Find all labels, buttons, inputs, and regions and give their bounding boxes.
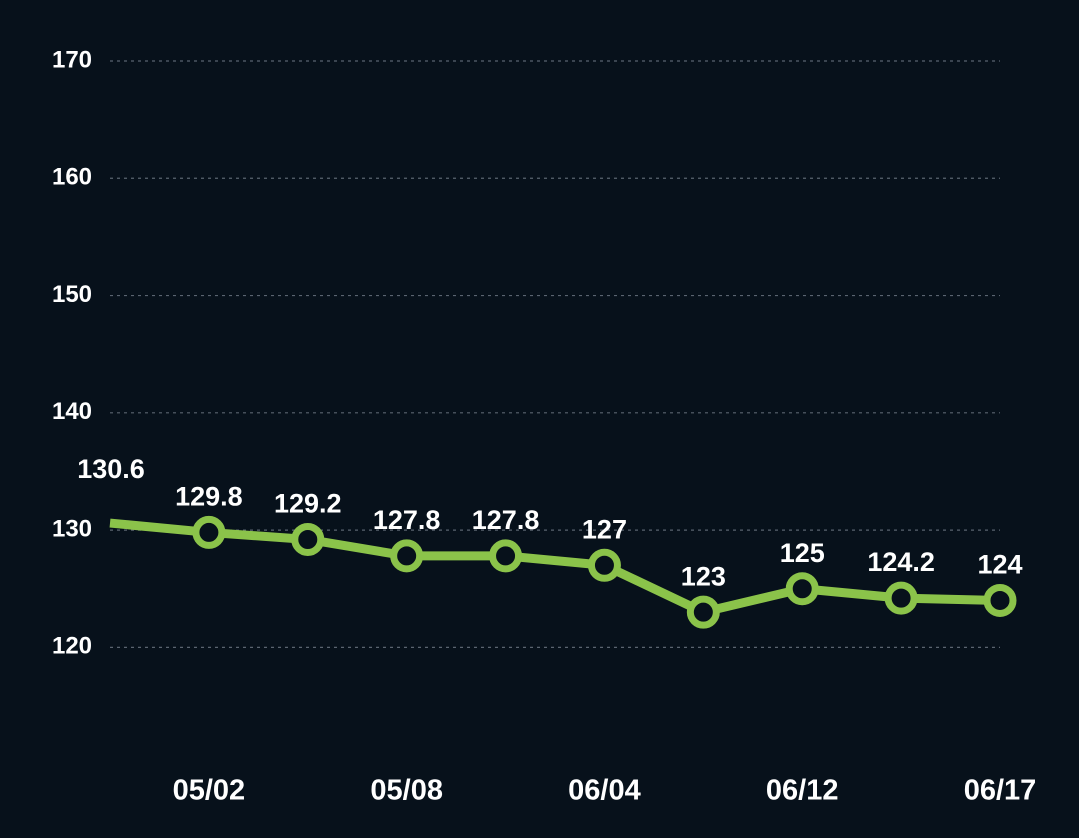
data-point [390,539,424,573]
data-label: 129.8 [175,482,243,512]
data-label: 130.6 [77,454,145,484]
x-tick-label: 06/17 [964,775,1037,807]
x-tick-label: 05/02 [173,775,246,807]
data-label: 127.8 [472,505,540,535]
data-label: 124 [977,550,1022,580]
data-label: 125 [780,538,825,568]
data-label: 124.2 [867,547,935,577]
data-point [686,595,720,629]
data-point [983,583,1017,617]
x-tick-label: 06/12 [766,775,839,807]
y-tick-label: 160 [52,164,92,191]
y-tick-label: 130 [52,515,92,542]
data-point [587,548,621,582]
data-label: 127 [582,514,627,544]
x-tick-label: 06/04 [568,775,641,807]
data-label: 129.2 [274,489,342,519]
y-tick-label: 120 [52,633,92,660]
y-tick-label: 140 [52,398,92,425]
data-point [192,515,226,549]
data-label: 127.8 [373,505,441,535]
y-tick-label: 150 [52,281,92,308]
data-line [109,518,1001,617]
y-tick-label: 170 [52,46,92,73]
data-point [489,539,523,573]
data-point [884,581,918,615]
data-point [785,572,819,606]
data-point [291,522,325,556]
x-tick-label: 05/08 [370,775,443,807]
data-label: 123 [681,561,726,591]
